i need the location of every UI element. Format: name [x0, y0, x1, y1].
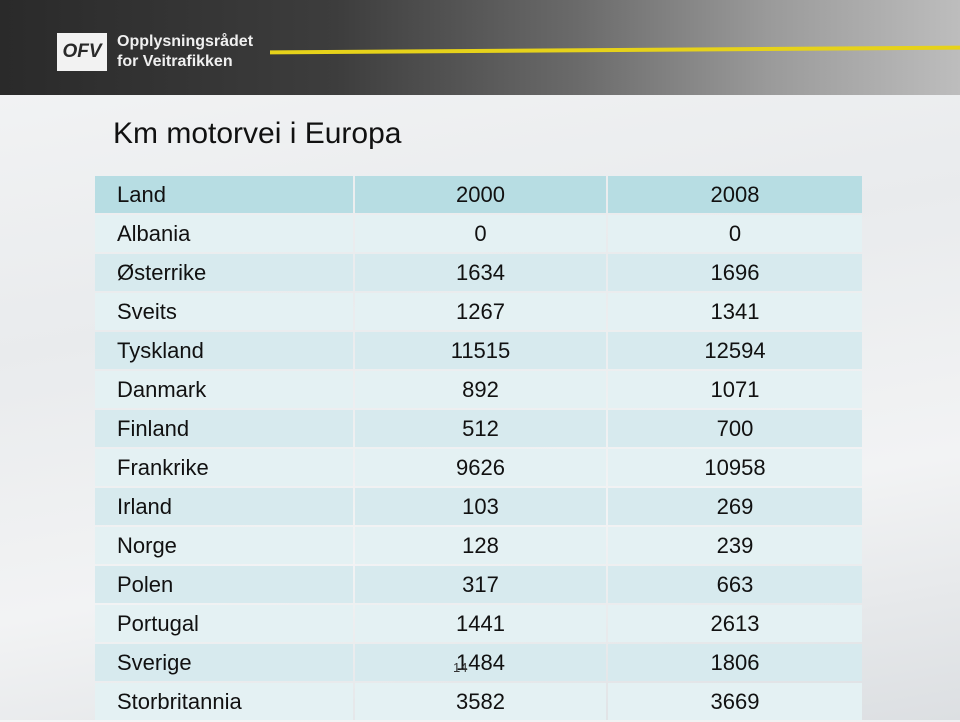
table-cell: 1071 — [608, 371, 862, 408]
table-cell: 892 — [355, 371, 606, 408]
table-cell: Danmark — [95, 371, 353, 408]
logo: OFV — [57, 33, 107, 71]
header-row: Land 2000 2008 — [95, 176, 862, 213]
table-cell: 663 — [608, 566, 862, 603]
table-row: Tyskland 11515 12594 — [95, 332, 862, 369]
table-cell: 1441 — [355, 605, 606, 642]
table-cell: 1634 — [355, 254, 606, 291]
page-number: 14 — [453, 660, 468, 675]
table-cell: Portugal — [95, 605, 353, 642]
table-cell: Sverige — [95, 644, 353, 681]
table-cell: 512 — [355, 410, 606, 447]
table-row: Albania 0 0 — [95, 215, 862, 252]
table-cell: Irland — [95, 488, 353, 525]
table-cell: 3669 — [608, 683, 862, 720]
table-cell: Østerrike — [95, 254, 353, 291]
table-row: Sverige 1484 1806 — [95, 644, 862, 681]
table-cell: Albania — [95, 215, 353, 252]
road-stripe — [269, 45, 960, 55]
header-band: OFV Opplysningsrådet for Veitrafikken — [0, 0, 960, 95]
table-cell: 1806 — [608, 644, 862, 681]
table-cell: 239 — [608, 527, 862, 564]
table-cell: 3582 — [355, 683, 606, 720]
table-cell: 1267 — [355, 293, 606, 330]
table-cell: 128 — [355, 527, 606, 564]
table-cell: Norge — [95, 527, 353, 564]
org-name: for Veitrafikken — [117, 53, 233, 70]
table-cell: 700 — [608, 410, 862, 447]
table-row: Portugal 1441 2613 — [95, 605, 862, 642]
org-name: Opplysningsrådet — [117, 33, 254, 50]
table-row: Irland 103 269 — [95, 488, 862, 525]
table-row: Frankrike 9626 10958 — [95, 449, 862, 486]
table: Land 2000 2008 Albania 0 0 Østerrike 1634 1696 Sv… — [95, 176, 862, 722]
table-cell: 12594 — [608, 332, 862, 369]
table-cell: 103 — [355, 488, 606, 525]
table-cell: 11515 — [355, 332, 606, 369]
table-row: Polen 317 663 — [95, 566, 862, 603]
table-cell: Frankrike — [95, 449, 353, 486]
table-row: Finland 512 700 — [95, 410, 862, 447]
header-cell: 2000 — [355, 176, 606, 213]
table-cell: Polen — [95, 566, 353, 603]
header-cell: Land — [95, 176, 353, 213]
table-cell: 9626 — [355, 449, 606, 486]
slide-title: Km motorvei i Europa — [113, 117, 402, 150]
table-cell: 1341 — [608, 293, 862, 330]
table-cell: Tyskland — [95, 332, 353, 369]
table-row: Østerrike 1634 1696 — [95, 254, 862, 291]
table-cell: 0 — [355, 215, 606, 252]
table-cell: Finland — [95, 410, 353, 447]
table-row: Sveits 1267 1341 — [95, 293, 862, 330]
table-cell: 0 — [608, 215, 862, 252]
table-row: Danmark 892 1071 — [95, 371, 862, 408]
table-cell: 10958 — [608, 449, 862, 486]
table-row: Norge 128 239 — [95, 527, 862, 564]
header-cell: 2008 — [608, 176, 862, 213]
table-cell: Sveits — [95, 293, 353, 330]
table-cell: 317 — [355, 566, 606, 603]
table-cell: 2613 — [608, 605, 862, 642]
table-cell: Storbritannia — [95, 683, 353, 720]
table-cell: 1696 — [608, 254, 862, 291]
table-row: Storbritannia 3582 3669 — [95, 683, 862, 720]
table-cell: 269 — [608, 488, 862, 525]
table-cell: 1484 — [355, 644, 606, 681]
